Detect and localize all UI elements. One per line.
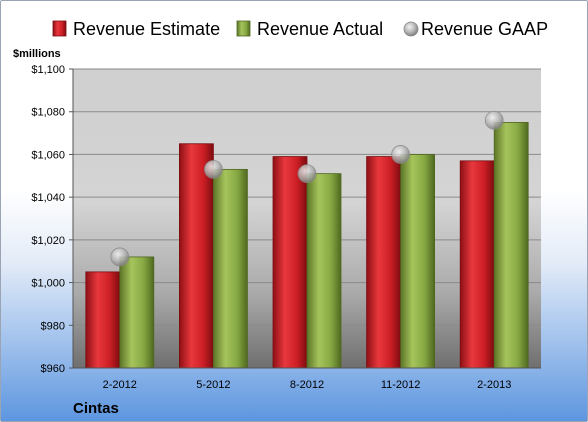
bar-revenue-estimate — [85, 271, 121, 369]
y-tick-label: $960 — [41, 363, 65, 375]
legend-swatch-gaap — [403, 21, 419, 37]
y-axis: $960 $980 $1,000 $1,020 $1,040 $1,060 $1,080 $1… — [31, 64, 74, 375]
legend-label: Revenue Estimate — [73, 19, 220, 39]
y-tick-label: $1,080 — [31, 107, 65, 119]
y-tick-label: $1,000 — [31, 278, 65, 290]
y-tick-label: $1,020 — [31, 235, 65, 247]
gaap-markers — [110, 110, 504, 267]
y-tick-label: $1,040 — [31, 192, 65, 204]
x-tick-label: 2-2012 — [103, 379, 137, 391]
bar-revenue-estimate — [366, 156, 402, 369]
y-tick-label: $1,100 — [31, 64, 65, 76]
bar-revenue-estimate — [459, 160, 495, 369]
marker-revenue-gaap — [391, 145, 411, 164]
bar-revenue-estimate — [178, 143, 214, 369]
x-tick-label: 2-2013 — [477, 379, 511, 391]
y-tick-label: $1,060 — [31, 149, 65, 161]
bar-revenue-actual — [493, 121, 529, 369]
x-axis: 2-2012 5-2012 8-2012 11-2012 2-2013 — [73, 367, 541, 391]
x-tick-label: 8-2012 — [290, 379, 324, 391]
marker-revenue-gaap — [203, 159, 223, 179]
bars — [85, 121, 529, 369]
bar-revenue-actual — [400, 154, 436, 369]
company-label: Cintas — [73, 400, 119, 417]
x-tick-label: 5-2012 — [196, 379, 230, 391]
x-tick-label: 11-2012 — [381, 379, 421, 391]
y-tick-label: $980 — [41, 320, 65, 332]
legend-label: Revenue GAAP — [421, 19, 548, 39]
bar-revenue-actual — [119, 256, 155, 369]
legend: Revenue Estimate Revenue Actual Revenue GA… — [52, 19, 548, 39]
legend-swatch-actual — [236, 20, 251, 37]
bar-revenue-actual — [306, 173, 342, 369]
bar-revenue-estimate — [272, 156, 308, 369]
legend-swatch-estimate — [52, 20, 67, 37]
bar-revenue-actual — [212, 168, 248, 369]
legend-label: Revenue Actual — [257, 19, 383, 39]
y-unit-label: $millions — [13, 48, 61, 60]
marker-revenue-gaap — [484, 110, 504, 130]
marker-revenue-gaap — [297, 164, 317, 184]
marker-revenue-gaap — [110, 247, 130, 267]
